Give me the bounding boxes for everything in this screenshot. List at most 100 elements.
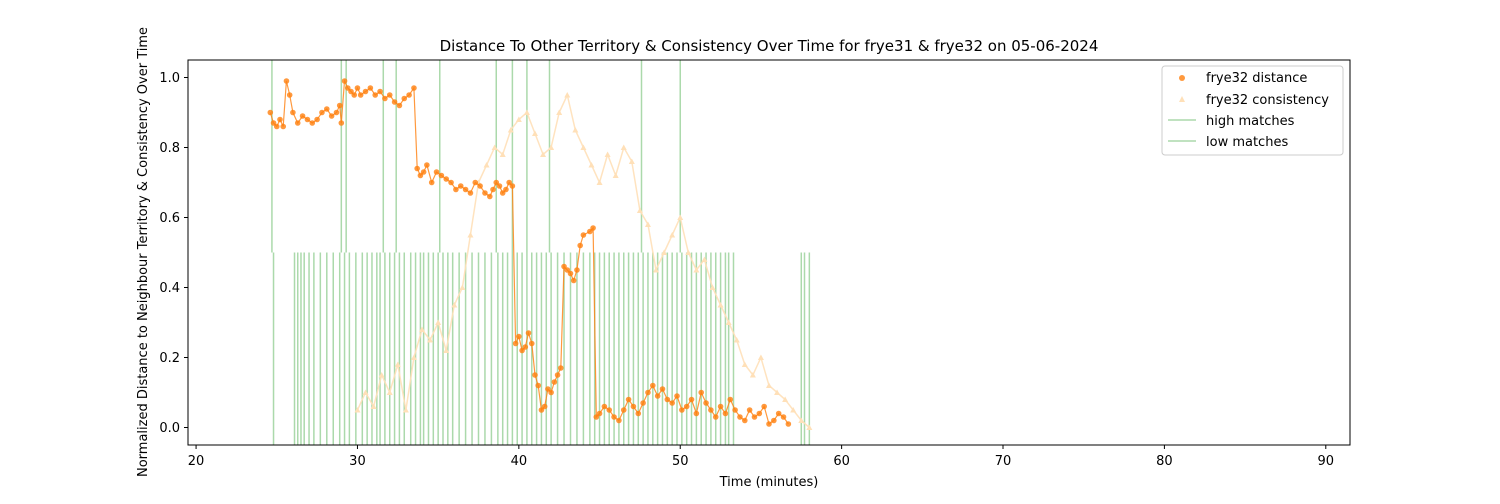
consistency-point xyxy=(604,151,611,157)
distance-point xyxy=(712,414,719,420)
y-tick-label: 0.0 xyxy=(159,421,180,436)
distance-point xyxy=(299,113,306,119)
consistency-point xyxy=(636,207,643,213)
distance-point xyxy=(496,183,503,189)
consistency-point xyxy=(733,337,740,343)
distance-point xyxy=(674,393,680,399)
consistency-point xyxy=(661,249,668,255)
consistency-point xyxy=(556,109,563,115)
distance-point xyxy=(775,410,782,417)
distance-point xyxy=(283,78,290,84)
consistency-point xyxy=(596,179,603,185)
distance-point xyxy=(406,92,412,98)
distance-point xyxy=(273,123,280,130)
x-tick-label: 40 xyxy=(511,454,528,469)
consistency-point xyxy=(588,162,595,168)
consistency-point xyxy=(451,302,458,308)
distance-point xyxy=(741,417,748,424)
consistency-layer xyxy=(354,92,813,430)
distance-point xyxy=(382,95,388,102)
distance-point xyxy=(309,120,316,126)
consistency-point xyxy=(548,144,555,150)
consistency-point xyxy=(749,372,756,378)
distance-point xyxy=(727,396,734,403)
consistency-point xyxy=(507,127,514,133)
distance-point xyxy=(357,92,364,98)
x-tick-label: 60 xyxy=(833,454,850,469)
consistency-point xyxy=(701,256,708,262)
consistency-point xyxy=(798,417,805,423)
consistency-point xyxy=(766,382,772,388)
distance-point xyxy=(286,92,293,98)
distance-point xyxy=(267,109,274,116)
distance-layer xyxy=(267,78,792,427)
consistency-point xyxy=(435,319,442,325)
distance-point xyxy=(683,403,690,410)
distance-point xyxy=(336,102,343,109)
distance-point xyxy=(688,396,695,403)
distance-point xyxy=(372,92,379,98)
distance-point xyxy=(323,106,330,112)
distance-point xyxy=(367,85,374,91)
consistency-point xyxy=(620,144,627,150)
distance-point xyxy=(679,407,685,413)
distance-point xyxy=(512,340,519,347)
plot-frame xyxy=(187,59,1351,446)
consistency-point xyxy=(612,172,619,178)
consistency-point xyxy=(628,158,635,164)
distance-point xyxy=(693,410,700,417)
distance-point xyxy=(341,78,348,84)
distance-point xyxy=(391,99,398,105)
distance-point xyxy=(548,389,554,396)
x-tick-label: 80 xyxy=(1156,454,1173,469)
distance-point xyxy=(304,116,311,123)
y-tick-label: 0.4 xyxy=(159,281,180,296)
distance-point xyxy=(433,169,440,175)
legend-label-high-matches: high matches xyxy=(1206,114,1295,129)
distance-point xyxy=(616,417,622,424)
consistency-point xyxy=(443,347,450,353)
consistency-point xyxy=(459,284,466,290)
distance-point xyxy=(601,403,608,410)
x-axis-label: Time (minutes) xyxy=(719,475,819,490)
chart-title: Distance To Other Territory & Consistenc… xyxy=(440,37,1099,55)
distance-point xyxy=(525,330,532,336)
distance-point xyxy=(669,400,675,406)
legend-marker-consistency xyxy=(1179,96,1185,102)
distance-point xyxy=(620,407,627,413)
consistency-point xyxy=(725,319,732,325)
distance-point xyxy=(490,186,496,193)
consistency-point xyxy=(354,407,361,413)
consistency-point xyxy=(644,221,651,227)
distance-point xyxy=(314,116,320,123)
distance-point xyxy=(420,169,427,175)
distance-point xyxy=(401,95,408,102)
distance-point xyxy=(574,267,580,273)
distance-point xyxy=(771,417,777,424)
distance-point xyxy=(294,120,301,126)
distance-point xyxy=(558,365,564,371)
distance-point xyxy=(551,379,558,385)
distance-point xyxy=(351,92,358,98)
distance-point xyxy=(453,186,459,193)
distance-point xyxy=(362,88,369,95)
legend-marker-distance xyxy=(1179,75,1185,81)
distance-point xyxy=(554,372,561,378)
consistency-point xyxy=(523,109,530,115)
match-lines-layer xyxy=(271,60,811,445)
distance-point xyxy=(462,186,469,193)
x-axis-ticks: 20 30 40 50 60 70 80 90 xyxy=(188,445,1334,469)
distance-point xyxy=(625,396,632,403)
distance-point xyxy=(732,407,738,413)
x-tick-label: 30 xyxy=(349,454,366,469)
legend: frye32 distance frye32 consistency high … xyxy=(1161,65,1344,156)
distance-point xyxy=(448,179,454,186)
distance-point xyxy=(280,123,287,130)
distance-point xyxy=(472,179,479,186)
distance-point xyxy=(611,414,617,420)
consistency-point xyxy=(531,130,538,136)
consistency-point xyxy=(685,249,692,255)
distance-point xyxy=(630,403,637,410)
distance-point xyxy=(664,396,671,403)
